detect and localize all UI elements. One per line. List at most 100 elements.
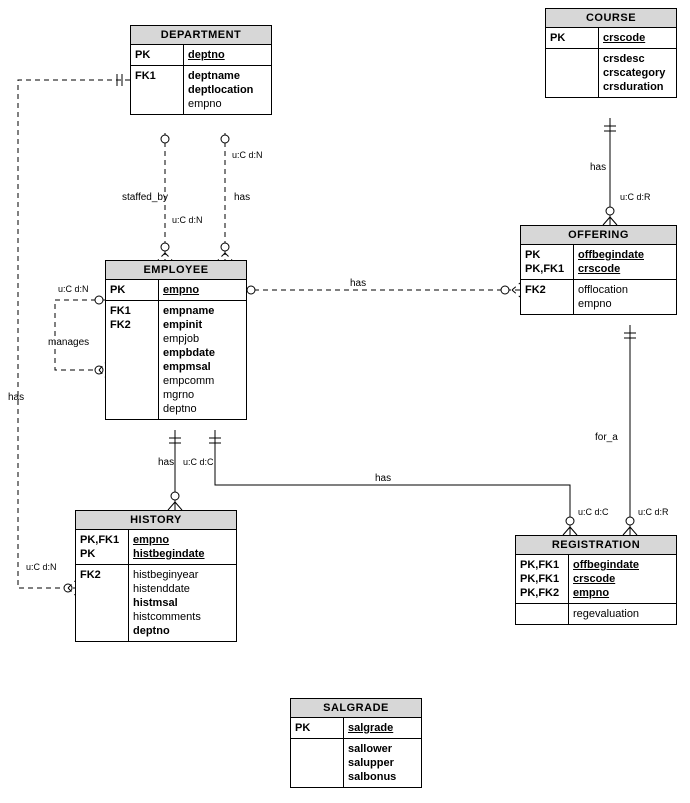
key-column: PK — [106, 280, 159, 300]
attr-label: crsdesc — [603, 52, 672, 66]
attr-column: empnameempinitempjobempbdateempmsalempco… — [159, 301, 246, 419]
entity-section: sallowersaluppersalbonus — [291, 739, 421, 787]
entity-department: DEPARTMENTPKdeptnoFK1deptnamedeptlocatio… — [130, 25, 272, 115]
attr-column: crsdesccrscategorycrsduration — [599, 49, 676, 97]
rel-emp-manages-self: manages u:C d:N — [48, 284, 105, 377]
attr-label: regevaluation — [573, 607, 672, 621]
key-column: PK — [131, 45, 184, 65]
rel-dept-staffed-by-emp: staffed_by u:C d:N — [122, 133, 203, 260]
key-column: FK1 — [131, 66, 184, 114]
key-column: FK2 — [521, 280, 574, 314]
attr-column: histbeginyearhistenddatehistmsalhistcomm… — [129, 565, 236, 641]
key-label: PK — [550, 31, 594, 45]
attr-label: deptname — [188, 69, 267, 83]
rel-label: has — [590, 162, 606, 173]
entity-section: PK deptno — [131, 45, 271, 66]
key-column: PK — [546, 28, 599, 48]
attr-label: offbegindate — [573, 558, 672, 572]
attr-label: empinit — [163, 318, 242, 332]
attr-label: empcomm — [163, 374, 242, 388]
attr-label: deptno — [133, 624, 232, 638]
entity-section: regevaluation — [516, 604, 676, 624]
card-label: u:C d:N — [232, 150, 263, 160]
attr-label: crscategory — [603, 66, 672, 80]
attr-label: crscode — [603, 31, 672, 45]
attr-column: empnohistbegindate — [129, 530, 236, 564]
attr-label: offbegindate — [578, 248, 672, 262]
card-label: u:C d:R — [620, 192, 651, 202]
key-label: FK2 — [110, 318, 154, 332]
attr-label: sallower — [348, 742, 417, 756]
card-label: u:C d:C — [578, 507, 609, 517]
connection-layer: staffed_by u:C d:N has u:C d:N manages u… — [0, 0, 690, 803]
key-column: PK,FK1PK — [76, 530, 129, 564]
attr-label: empjob — [163, 332, 242, 346]
key-column — [516, 604, 569, 624]
card-label: u:C d:R — [638, 507, 669, 517]
attr-label: histenddate — [133, 582, 232, 596]
attr-label: crscode — [573, 572, 672, 586]
attr-label: histbeginyear — [133, 568, 232, 582]
entity-section: crsdesccrscategorycrsduration — [546, 49, 676, 97]
attr-column: salgrade — [344, 718, 421, 738]
key-label: FK1 — [135, 69, 179, 83]
attr-label: salupper — [348, 756, 417, 770]
rel-offering-for-a-reg: for_a u:C d:R — [595, 325, 669, 535]
key-column: PK,FK1PK,FK1PK,FK2 — [516, 555, 569, 603]
attr-label: empno — [133, 533, 232, 547]
attr-column: deptno — [184, 45, 271, 65]
rel-label: manages — [48, 337, 89, 348]
entity-section: PK empno — [106, 280, 246, 301]
key-label: PK — [525, 248, 569, 262]
key-label: PK,FK1 — [525, 262, 569, 276]
key-label: PK,FK1 — [520, 558, 564, 572]
entity-section: FK1FK2 empnameempinitempjobempbdateempmsa… — [106, 301, 246, 419]
key-label: PK — [110, 283, 154, 297]
entity-title: HISTORY — [76, 511, 236, 530]
attr-label: empname — [163, 304, 242, 318]
attr-label: deptno — [188, 48, 267, 62]
rel-label: staffed_by — [122, 192, 168, 203]
card-label: u:C d:N — [172, 215, 203, 225]
entity-section: FK1deptnamedeptlocationempno — [131, 66, 271, 114]
rel-label: has — [158, 457, 174, 468]
entity-title: REGISTRATION — [516, 536, 676, 555]
card-label: u:C d:N — [26, 562, 57, 572]
attr-column: crscode — [599, 28, 676, 48]
attr-column: regevaluation — [569, 604, 676, 624]
entity-section: PK crscode — [546, 28, 676, 49]
key-column: FK2 — [76, 565, 129, 641]
attr-label: mgrno — [163, 388, 242, 402]
entity-registration: REGISTRATIONPK,FK1PK,FK1PK,FK2offbeginda… — [515, 535, 677, 625]
attr-label: empmsal — [163, 360, 242, 374]
key-label: PK — [80, 547, 124, 561]
attr-label: deptno — [163, 402, 242, 416]
rel-label: for_a — [595, 432, 618, 443]
entity-section: PK,FK1PK,FK1PK,FK2offbegindatecrscodeemp… — [516, 555, 676, 604]
entity-title: SALGRADE — [291, 699, 421, 718]
rel-label: has — [8, 392, 24, 403]
card-label: u:C d:N — [58, 284, 89, 294]
key-label: FK1 — [110, 304, 154, 318]
key-label: PK — [135, 48, 179, 62]
key-label: PK,FK1 — [80, 533, 124, 547]
er-diagram-canvas: staffed_by u:C d:N has u:C d:N manages u… — [0, 0, 690, 803]
key-label: FK2 — [80, 568, 124, 582]
key-label: PK,FK2 — [520, 586, 564, 600]
key-column — [546, 49, 599, 97]
attr-label: empbdate — [163, 346, 242, 360]
attr-label: offlocation — [578, 283, 672, 297]
entity-title: EMPLOYEE — [106, 261, 246, 280]
entity-section: FK2 histbeginyearhistenddatehistmsalhistc… — [76, 565, 236, 641]
attr-label: histcomments — [133, 610, 232, 624]
key-label: PK — [295, 721, 339, 735]
attr-label: crscode — [578, 262, 672, 276]
attr-label: histbegindate — [133, 547, 232, 561]
rel-emp-has-offering: has — [245, 278, 520, 297]
rel-course-has-offering: has u:C d:R — [590, 118, 651, 225]
attr-column: offbegindatecrscode — [574, 245, 676, 279]
attr-label: empno — [578, 297, 672, 311]
attr-column: empno — [159, 280, 246, 300]
card-label: u:C d:C — [183, 457, 214, 467]
attr-label: empno — [163, 283, 242, 297]
